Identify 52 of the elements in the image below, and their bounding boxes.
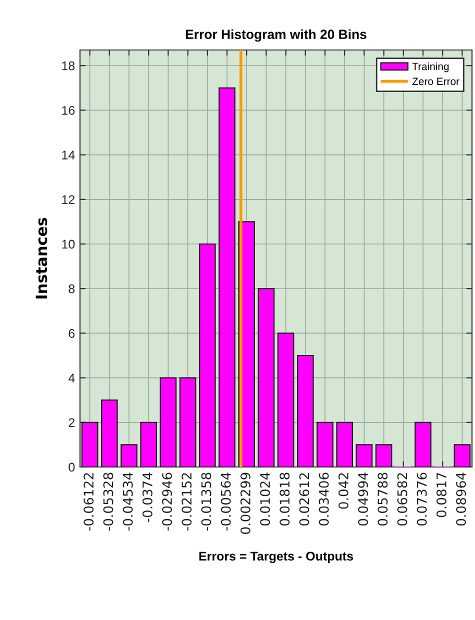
- x-tick-label: -0.01358: [201, 472, 212, 531]
- x-tick-label: 0.08964: [456, 472, 466, 526]
- x-tick-label: 0.02612: [299, 473, 310, 526]
- y-tick-label: 18: [62, 61, 75, 70]
- x-tick-label: 0.0817: [436, 472, 446, 518]
- x-tick-label: 0.002299: [240, 472, 250, 534]
- x-tick-label: -0.04534: [122, 472, 133, 531]
- x-tick-label: 0.042: [338, 473, 348, 509]
- x-tick-label: -0.06122: [84, 473, 94, 531]
- y-axis-title: Instances: [36, 218, 48, 298]
- bar: [336, 422, 353, 467]
- x-tick-label: 0.01818: [280, 472, 290, 526]
- y-tick-label: 10: [62, 240, 75, 249]
- bar: [277, 332, 294, 467]
- y-tick-label: 12: [62, 195, 75, 204]
- x-tick-label: 0.01024: [260, 472, 270, 526]
- y-tick-label: 14: [62, 150, 75, 160]
- y-tick-label: 16: [62, 106, 75, 115]
- x-tick-label: 0.07376: [416, 472, 427, 526]
- x-tick-label: -0.00564: [220, 472, 231, 531]
- bar: [140, 422, 157, 467]
- bar: [179, 377, 196, 467]
- bar: [120, 444, 138, 467]
- y-tick-label: 4: [68, 374, 75, 382]
- y-tick-label: 6: [68, 329, 75, 338]
- bar: [81, 422, 98, 467]
- bar: [199, 243, 216, 467]
- bar: [160, 377, 177, 467]
- x-tick-label: 0.05788: [378, 472, 388, 526]
- bar: [356, 444, 373, 467]
- y-tick-label: 0: [68, 462, 75, 472]
- chart-title: Error Histogram with 20 Bins: [186, 29, 366, 42]
- bar: [375, 444, 392, 467]
- x-tick-label: 0.03406: [318, 472, 329, 526]
- x-axis-title: Errors = Targets - Outputs: [199, 552, 353, 564]
- bar: [258, 288, 275, 467]
- legend-label: Zero Error: [412, 78, 460, 86]
- x-tick-label: 0.06582: [397, 473, 408, 526]
- x-tick-label: -0.05328: [103, 472, 114, 531]
- legend-label: Training: [412, 62, 449, 72]
- bar: [414, 422, 432, 467]
- x-tick-label: 0.04994: [358, 472, 368, 526]
- x-tick-label: -0.02946: [162, 472, 172, 531]
- bar: [454, 444, 471, 467]
- x-tick-label: -0.0374: [142, 472, 152, 522]
- bar: [218, 87, 236, 467]
- bar: [297, 354, 314, 467]
- bar: [316, 422, 334, 467]
- y-tick-label: 2: [68, 418, 75, 427]
- y-tick-label: 8: [68, 284, 75, 294]
- bar: [101, 400, 118, 467]
- x-tick-label: -0.02152: [182, 473, 192, 531]
